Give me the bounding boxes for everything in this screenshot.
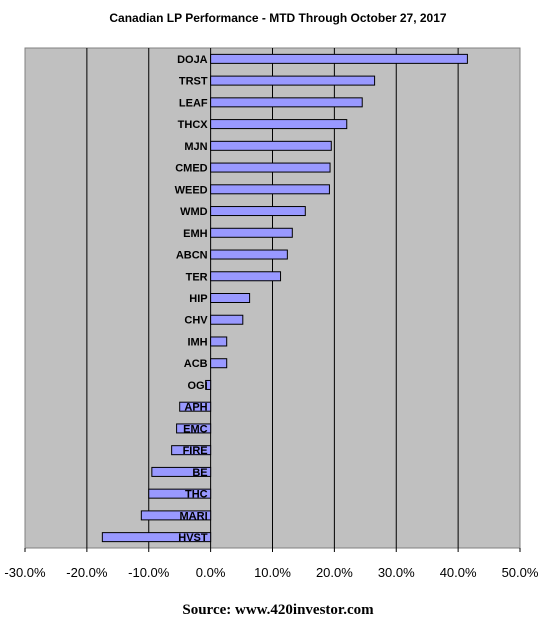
x-tick-label: -30.0% <box>4 565 46 580</box>
chart-title: Canadian LP Performance - MTD Through Oc… <box>109 11 447 25</box>
category-label-doja: DOJA <box>177 54 208 66</box>
category-label-emh: EMH <box>183 228 208 240</box>
bar-abcn <box>210 249 288 260</box>
category-label-wmd: WMD <box>180 206 208 218</box>
bar-hip <box>210 293 251 303</box>
gridlines <box>86 48 459 548</box>
category-label-hip: HIP <box>189 293 207 305</box>
category-label-acb: ACB <box>184 358 208 370</box>
x-tick-label: 0.0% <box>196 565 226 580</box>
bar-fire <box>171 445 212 456</box>
x-tick-label: -20.0% <box>66 565 108 580</box>
bar-ogi <box>205 379 212 390</box>
category-label-mjn: MJN <box>184 141 207 153</box>
bar-mari <box>140 510 212 521</box>
x-axis-ticks: -30.0% -20.0% -10.0% 0.0% 10.0% 20.0% 30.0% 40.… <box>4 548 539 580</box>
category-label-thcx: THCX <box>178 119 209 131</box>
x-tick-label: 40.0% <box>440 565 477 580</box>
category-label-mari: MARI <box>180 510 208 522</box>
bar-be <box>151 466 212 477</box>
x-tick-label: 50.0% <box>502 565 539 580</box>
bar-emc <box>176 423 212 434</box>
bar-aph <box>179 401 212 412</box>
category-label-emc: EMC <box>183 423 208 435</box>
x-tick-label: 10.0% <box>254 565 291 580</box>
x-tick-label: -10.0% <box>128 565 170 580</box>
bar-emh <box>210 227 293 238</box>
bar-ter <box>210 271 282 282</box>
category-label-chv: CHV <box>184 315 208 327</box>
bars <box>101 53 468 543</box>
bar-wmd <box>210 206 306 217</box>
bar-cmed <box>210 162 331 173</box>
category-label-be: BE <box>192 467 207 479</box>
bar-leaf <box>210 97 363 108</box>
category-label-weed: WEED <box>175 184 208 196</box>
bar-hvst <box>101 532 212 543</box>
bar-thc <box>148 488 212 499</box>
source-note: Source: www.420investor.com <box>182 602 374 618</box>
bar-trst <box>210 75 376 86</box>
category-label-hvst: HVST <box>178 532 208 544</box>
x-tick-label: 20.0% <box>316 565 353 580</box>
bar-imh <box>210 336 228 347</box>
bar-thcx <box>210 119 348 130</box>
category-label-ogi: OGI <box>187 380 207 392</box>
bar-weed <box>210 184 330 195</box>
category-label-fire: FIRE <box>183 445 208 457</box>
category-label-ter: TER <box>186 271 208 283</box>
category-labels: DOJA TRST LEAF THCX MJN CMED WEED WMD EMH ABCN TER… <box>175 54 209 544</box>
category-label-trst: TRST <box>179 76 208 88</box>
bar-acb <box>210 358 228 369</box>
category-label-leaf: LEAF <box>179 97 208 109</box>
x-tick-label: 30.0% <box>378 565 415 580</box>
category-label-thc: THC <box>185 489 208 501</box>
bar-doja <box>210 53 468 64</box>
bar-mjn <box>210 140 332 151</box>
category-label-imh: IMH <box>187 336 207 348</box>
bar-chv <box>210 314 244 325</box>
category-label-aph: APH <box>184 402 207 414</box>
category-label-abcn: ABCN <box>176 250 208 262</box>
category-label-cmed: CMED <box>175 163 207 175</box>
